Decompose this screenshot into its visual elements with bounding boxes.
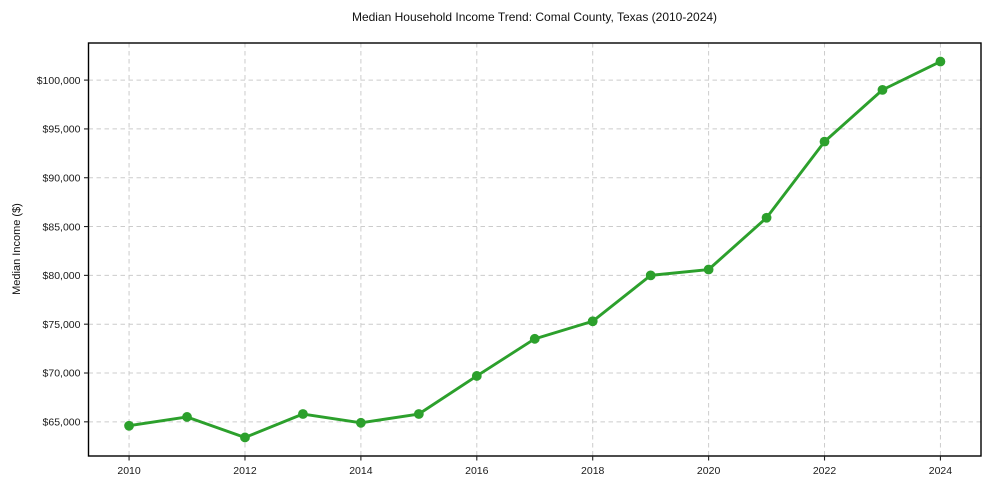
data-point	[645, 270, 656, 281]
data-point	[355, 417, 366, 428]
y-tick-label: $90,000	[43, 172, 81, 184]
y-tick-label: $100,000	[37, 75, 81, 87]
data-point	[819, 136, 830, 147]
data-point	[761, 212, 772, 223]
x-tick-label: 2020	[697, 465, 721, 477]
data-point	[935, 56, 946, 67]
data-point	[182, 412, 192, 422]
x-tick-label: 2024	[929, 465, 953, 477]
data-point	[240, 432, 250, 443]
data-point	[587, 316, 598, 327]
data-line	[127, 60, 942, 439]
data-point	[877, 84, 888, 95]
y-tick-label: $85,000	[43, 221, 81, 233]
x-tick-label: 2016	[465, 465, 489, 477]
y-tick-label: $65,000	[43, 417, 81, 429]
y-tick-label: $75,000	[43, 319, 81, 331]
chart-title: Median Household Income Trend: Comal Cou…	[351, 10, 718, 24]
data-point	[298, 409, 308, 419]
data-point	[529, 333, 540, 344]
x-tick-label: 2022	[813, 465, 837, 477]
x-tick-label: 2012	[233, 465, 257, 477]
data-point	[413, 409, 424, 419]
x-tick-label: 2014	[349, 465, 373, 477]
plot-border	[87, 42, 982, 457]
y-tick-label: $95,000	[43, 124, 81, 136]
x-tick-label: 2018	[581, 465, 605, 477]
data-point	[703, 264, 714, 275]
data-point	[124, 420, 134, 431]
y-tick-label: $70,000	[43, 368, 81, 380]
y-tick-label: $80,000	[43, 270, 81, 282]
data-point	[471, 371, 482, 381]
x-tick-label: 2010	[117, 465, 141, 477]
